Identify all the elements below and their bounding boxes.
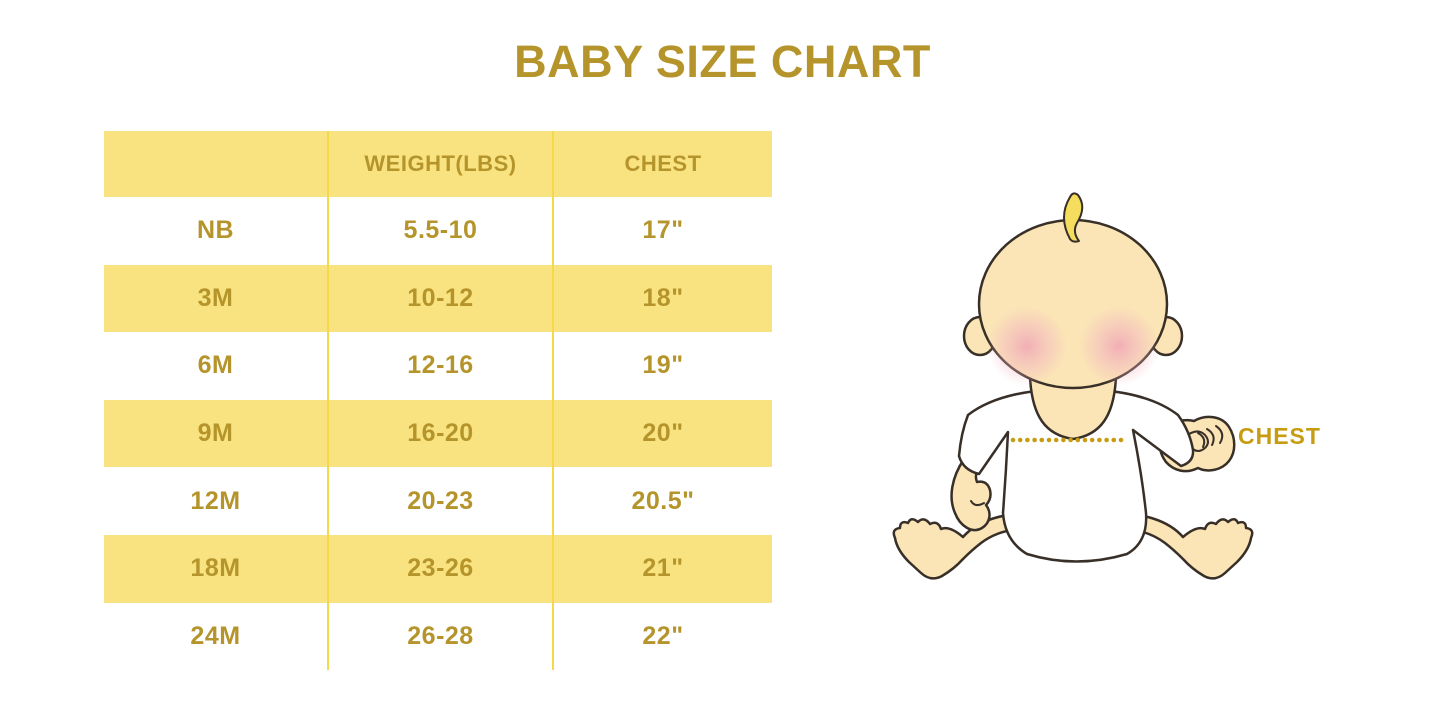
chest-cell: 20.5"	[552, 467, 772, 535]
size-cell: NB	[196, 216, 235, 245]
table-row: 12M 20-23 20.5"	[104, 467, 772, 535]
chest-label: CHEST	[1238, 423, 1321, 449]
weight-cell: 16-20	[327, 399, 552, 468]
page-title: BABY SIZE CHART	[514, 36, 931, 87]
baby-blush-left	[987, 306, 1067, 386]
size-cell: 9M	[197, 419, 234, 448]
chest-cell: 18"	[552, 264, 772, 333]
header-chest-cell: CHEST	[552, 131, 772, 197]
size-cell: 3M	[197, 283, 234, 312]
size-cell: 12M	[190, 486, 241, 515]
baby-illustration	[892, 192, 1254, 580]
table-row: NB 5.5-10 17"	[104, 197, 772, 265]
baby-left-leg	[892, 512, 1037, 580]
header-weight-cell: WEIGHT(LBS)	[327, 131, 552, 197]
table-row: 6M 12-16 19"	[104, 332, 772, 400]
header-size-cell	[104, 131, 327, 197]
chest-cell: 21"	[552, 534, 772, 603]
table-row: 18M 23-26 21"	[104, 534, 772, 603]
size-chart-table: WEIGHT(LBS) CHEST NB 5.5-10 17" 3M 10-12…	[104, 131, 772, 671]
table-row: 24M 26-28 22"	[104, 602, 772, 671]
chest-cell: 17"	[552, 197, 772, 265]
size-cell: 24M	[190, 621, 241, 650]
weight-cell: 12-16	[327, 332, 552, 400]
chest-cell: 22"	[552, 602, 772, 671]
baby-left-arm	[950, 453, 992, 532]
table-row: 3M 10-12 18"	[104, 264, 772, 333]
baby-torso-shirt	[957, 387, 1195, 563]
weight-cell: 10-12	[327, 264, 552, 333]
size-cell: 18M	[190, 554, 241, 583]
weight-cell: 26-28	[327, 602, 552, 671]
size-cell: 6M	[197, 351, 234, 380]
weight-cell: 20-23	[327, 467, 552, 535]
baby-head	[962, 192, 1184, 390]
baby-hair-curl	[1063, 192, 1084, 243]
table-row: 9M 16-20 20"	[104, 399, 772, 468]
weight-cell: 5.5-10	[327, 197, 552, 265]
chest-cell: 19"	[552, 332, 772, 400]
table-header-row: WEIGHT(LBS) CHEST	[104, 131, 772, 197]
weight-cell: 23-26	[327, 534, 552, 603]
baby-right-leg	[1109, 512, 1254, 580]
baby-blush-right	[1079, 306, 1159, 386]
chest-cell: 20"	[552, 399, 772, 468]
